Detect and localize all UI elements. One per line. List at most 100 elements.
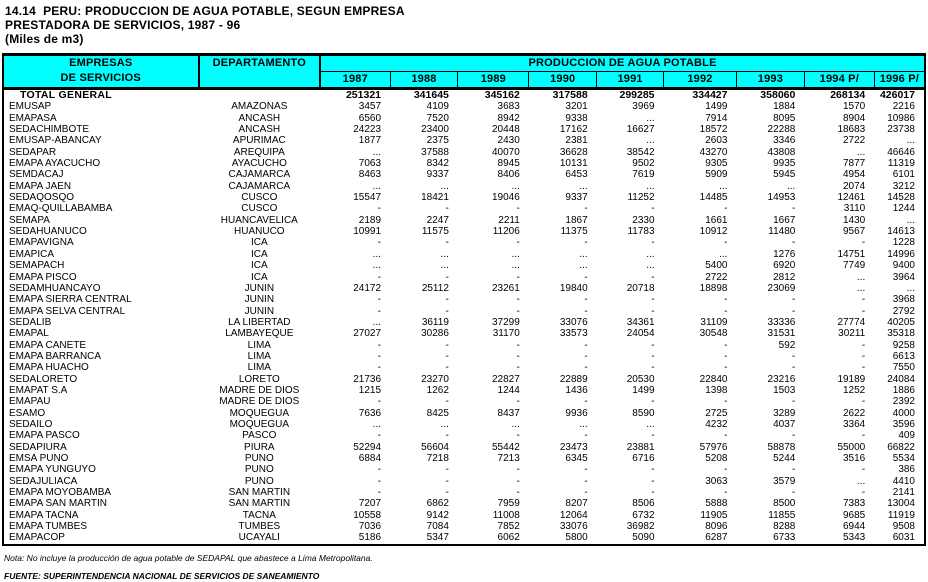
value-cell: 1877 [358,135,382,147]
value-cell: - [516,475,520,487]
title-line-3: (Miles de m3) [5,32,84,46]
value-cell: - [584,294,588,306]
value-cell: - [516,203,520,215]
value-cell: - [377,203,382,215]
value-cell: - [584,237,588,249]
value-cell: 3346 [773,135,796,147]
value-cell: 11480 [768,226,796,238]
value-cell: 1244 [497,384,520,396]
value-cell: ... [579,260,588,272]
value-cell: ... [906,282,915,294]
value-cell: 8500 [773,498,796,510]
header-year: 1992 [663,71,737,90]
value-cell: 13004 [887,498,915,510]
value-cell: 9337 [565,192,588,204]
value-cell: 38542 [626,146,655,158]
empresa-cell: EMAPAU [9,396,51,408]
value-cell: 9935 [773,158,796,170]
value-cell: 3969 [632,101,655,113]
value-cell: - [724,339,728,351]
empresa-cell: EMAPICA [9,248,55,260]
value-cell: 34361 [626,316,655,328]
value-cell: 3579 [773,475,796,487]
value-cell: 1884 [773,101,796,113]
value-cell: ... [646,260,655,272]
value-cell: 8945 [497,158,520,170]
value-cell: 1867 [565,214,588,226]
departamento-cell: TACNA [242,509,276,521]
water-production-table: EMPRESAS DE SERVICIOS DEPARTAMENTO PRODU… [2,53,926,546]
value-cell: - [445,203,449,215]
value-cell: - [724,237,728,249]
value-cell: - [584,475,588,487]
value-cell: ... [372,418,382,430]
value-cell: 2216 [892,101,915,113]
value-cell: 14996 [887,248,915,260]
value-cell: 37588 [421,146,449,158]
value-cell: 6062 [497,532,520,544]
value-cell: 8095 [773,112,796,124]
value-cell: 5800 [565,532,588,544]
value-cell: 11319 [887,158,915,170]
value-cell: - [516,487,520,499]
value-cell: 5888 [705,498,728,510]
value-cell: 2812 [773,271,796,283]
value-cell: 6560 [358,112,382,124]
value-cell: 7852 [497,521,520,533]
value-cell: - [792,464,796,476]
header-year: 1994 P/ [803,71,875,90]
title-line-1: 14.14 PERU: PRODUCCION DE AGUA POTABLE, … [5,4,405,18]
value-cell: - [377,430,382,442]
empresa-cell: SEDAHUANUCO [9,226,87,238]
value-cell: ... [440,260,449,272]
value-cell: 5186 [358,532,382,544]
departamento-cell: PIURA [244,441,275,453]
value-cell: 7959 [497,498,520,510]
empresa-cell: EMAQ-QUILLABAMBA [9,203,113,215]
value-cell: 8590 [632,407,655,419]
value-cell: 30548 [699,328,728,340]
value-cell: 20448 [491,124,520,136]
table-row: EMAPA AYACUCHO AYACUCHO 7063 8342 8945 10131 9… [3,158,925,169]
departamento-cell: JUNIN [244,282,275,294]
table-row: EMAPA SIERRA CENTRAL JUNIN - - - - - - - - 3968 [3,294,925,305]
value-cell: 1430 [843,214,866,226]
value-cell: 6345 [565,453,588,464]
value-cell: 9936 [565,407,588,419]
value-cell: 40205 [887,316,915,328]
value-cell: 7619 [632,169,655,181]
departamento-cell: JUNIN [244,305,275,317]
value-cell: 4109 [426,101,449,113]
table-row: SEDALIB LA LIBERTAD... 36119 37299 33076 3436… [3,317,925,328]
value-cell: - [445,362,449,374]
value-cell: 10131 [559,158,588,170]
value-cell: 5090 [632,532,655,544]
empresa-cell: EMAPA PASCO [9,430,80,442]
value-cell: - [445,430,449,442]
value-cell: - [584,464,588,476]
value-cell: 43808 [767,146,796,158]
value-cell: ... [646,135,655,147]
value-cell: 24172 [353,282,382,294]
value-cell: ... [579,248,588,260]
empresa-cell: EMAPA TUMBES [9,521,87,533]
table-row: SEMAPA HUANCAVELICA 2189 2247 2211 1867 2330 16… [3,215,925,226]
value-cell: - [584,396,588,408]
value-cell: - [445,294,449,306]
value-cell: 33336 [767,316,796,328]
value-cell: - [584,362,588,374]
value-cell: 12461 [837,192,866,204]
value-cell: - [792,305,796,317]
value-cell: 22827 [491,373,520,385]
header-year: 1990 [528,71,597,90]
value-cell: - [651,475,655,487]
empresa-cell: EMAPA HUACHO [9,362,89,374]
value-cell: - [792,294,796,306]
total-row: TOTAL GENERAL 251321 341645 345162 317588 299… [3,89,925,102]
departamento-cell [199,89,321,102]
value-cell: - [516,464,520,476]
value-cell: 23400 [421,124,449,136]
value-cell: 30286 [421,328,449,340]
empresa-cell: SEDAPIURA [9,441,67,453]
empresa-cell: EMAPAT S.A [9,384,68,396]
